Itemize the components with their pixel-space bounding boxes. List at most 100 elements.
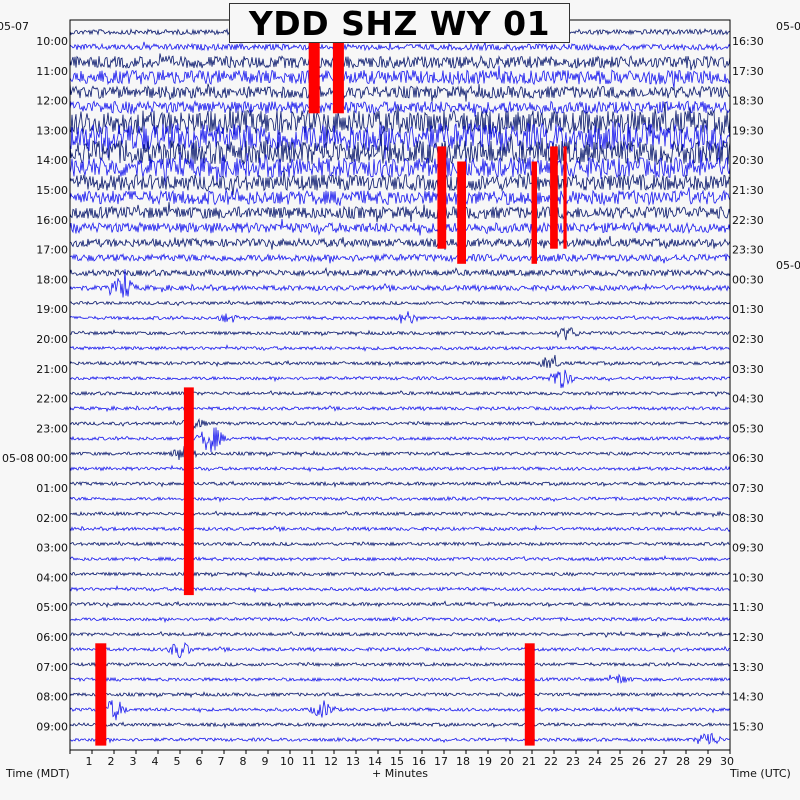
left-hour-label: 21:00 bbox=[36, 363, 68, 376]
x-tick-label: 30 bbox=[720, 755, 734, 768]
x-tick-label: 9 bbox=[262, 755, 269, 768]
left-hour-label: 06:00 bbox=[36, 631, 68, 644]
right-hour-label: 02:30 bbox=[732, 333, 764, 346]
trace-line bbox=[69, 266, 731, 278]
left-hour-label: 00:00 bbox=[36, 452, 68, 465]
clipped-event-mark bbox=[332, 26, 344, 114]
x-tick-label: 16 bbox=[412, 755, 426, 768]
left-hour-label: 11:00 bbox=[36, 65, 68, 78]
right-hour-label: 06:30 bbox=[732, 452, 764, 465]
right-hour-label: 05:30 bbox=[732, 422, 764, 435]
trace-line bbox=[69, 65, 731, 89]
clipped-event-mark bbox=[457, 161, 466, 264]
x-tick-label: 19 bbox=[478, 755, 492, 768]
x-tick-label: 7 bbox=[218, 755, 225, 768]
x-tick-label: 29 bbox=[698, 755, 712, 768]
trace-line bbox=[69, 311, 731, 324]
clipped-event-mark bbox=[95, 643, 107, 746]
date-marker-left-mid: 05-08 bbox=[2, 452, 34, 465]
left-hour-label: 15:00 bbox=[36, 184, 68, 197]
right-hour-label: 23:30 bbox=[732, 244, 764, 257]
trace-line bbox=[69, 369, 731, 389]
left-hour-label: 17:00 bbox=[36, 244, 68, 257]
right-hour-label: 08:30 bbox=[732, 512, 764, 525]
trace-line bbox=[69, 540, 731, 547]
plot-area bbox=[70, 20, 730, 750]
x-tick-label: 10 bbox=[280, 755, 294, 768]
right-hour-label: 09:30 bbox=[732, 542, 764, 555]
x-tick-label: 4 bbox=[152, 755, 159, 768]
clipped-event-mark bbox=[308, 26, 320, 114]
trace-line bbox=[69, 121, 731, 160]
trace-line bbox=[69, 133, 731, 166]
x-tick-label: 13 bbox=[346, 755, 360, 768]
trace-line bbox=[69, 555, 731, 562]
trace-line bbox=[69, 690, 731, 699]
x-tick-label: 2 bbox=[108, 755, 115, 768]
date-marker-right-top: 05-07 bbox=[776, 20, 800, 33]
trace-line bbox=[69, 673, 731, 684]
right-hour-label: 07:30 bbox=[732, 482, 764, 495]
right-hour-label: 16:30 bbox=[732, 35, 764, 48]
right-hour-label: 21:30 bbox=[732, 184, 764, 197]
left-hour-label: 08:00 bbox=[36, 691, 68, 704]
x-tick-label: 12 bbox=[324, 755, 338, 768]
trace-line bbox=[69, 524, 731, 533]
trace-line bbox=[69, 630, 731, 639]
x-tick-label: 5 bbox=[174, 755, 181, 768]
right-axis-title: Time (UTC) bbox=[730, 767, 791, 780]
trace-line bbox=[69, 41, 731, 52]
date-marker-left-top: 05-07 bbox=[0, 20, 29, 33]
left-hour-label: 10:00 bbox=[36, 35, 68, 48]
x-axis-ticks: 1 2 3 4 5 6 7 8 9 10 11 12 13 14 15 16 17 18 19 20 21 22 23 24 2… bbox=[69, 750, 734, 768]
x-tick-label: 8 bbox=[240, 755, 247, 768]
trace-line bbox=[69, 53, 731, 71]
trace-line bbox=[69, 427, 731, 453]
seismic-traces bbox=[69, 27, 731, 745]
x-tick-label: 23 bbox=[566, 755, 580, 768]
x-axis-title: + Minutes bbox=[372, 767, 429, 780]
left-hour-label: 18:00 bbox=[36, 273, 68, 286]
right-hour-label: 15:30 bbox=[732, 720, 764, 733]
trace-line bbox=[69, 417, 731, 432]
x-tick-label: 11 bbox=[302, 755, 316, 768]
trace-line bbox=[69, 202, 731, 223]
x-tick-label: 14 bbox=[368, 755, 382, 768]
left-axis-title: Time (MDT) bbox=[6, 767, 70, 780]
left-hour-label: 09:00 bbox=[36, 720, 68, 733]
trace-line bbox=[69, 661, 731, 668]
trace-line bbox=[69, 464, 731, 473]
date-marker-right-mid: 05-08 bbox=[776, 259, 800, 272]
trace-line bbox=[69, 344, 731, 352]
trace-line bbox=[69, 600, 731, 609]
trace-line bbox=[69, 150, 731, 186]
trace-line bbox=[69, 170, 731, 195]
trace-line bbox=[69, 269, 731, 298]
trace-line bbox=[69, 641, 731, 659]
trace-line bbox=[69, 96, 731, 117]
clipped-events bbox=[95, 26, 567, 746]
trace-line bbox=[69, 570, 731, 578]
x-tick-label: 27 bbox=[654, 755, 668, 768]
x-tick-label: 6 bbox=[196, 755, 203, 768]
trace-line bbox=[69, 495, 731, 503]
trace-line bbox=[69, 700, 731, 721]
trace-line bbox=[69, 720, 731, 729]
left-hour-label: 19:00 bbox=[36, 303, 68, 316]
trace-line bbox=[69, 235, 731, 250]
trace-line bbox=[69, 299, 731, 307]
right-hour-label: 19:30 bbox=[732, 124, 764, 137]
x-tick-label: 17 bbox=[434, 755, 448, 768]
left-hour-label: 16:00 bbox=[36, 214, 68, 227]
clipped-event-mark bbox=[531, 161, 537, 264]
x-tick-label: 22 bbox=[544, 755, 558, 768]
trace-line bbox=[69, 252, 731, 264]
trace-line bbox=[69, 585, 731, 593]
right-hour-label: 18:30 bbox=[732, 95, 764, 108]
clipped-event-mark bbox=[563, 146, 567, 249]
x-tick-label: 3 bbox=[130, 755, 137, 768]
x-tick-label: 20 bbox=[500, 755, 514, 768]
left-hour-label: 22:00 bbox=[36, 393, 68, 406]
trace-line bbox=[69, 404, 731, 413]
